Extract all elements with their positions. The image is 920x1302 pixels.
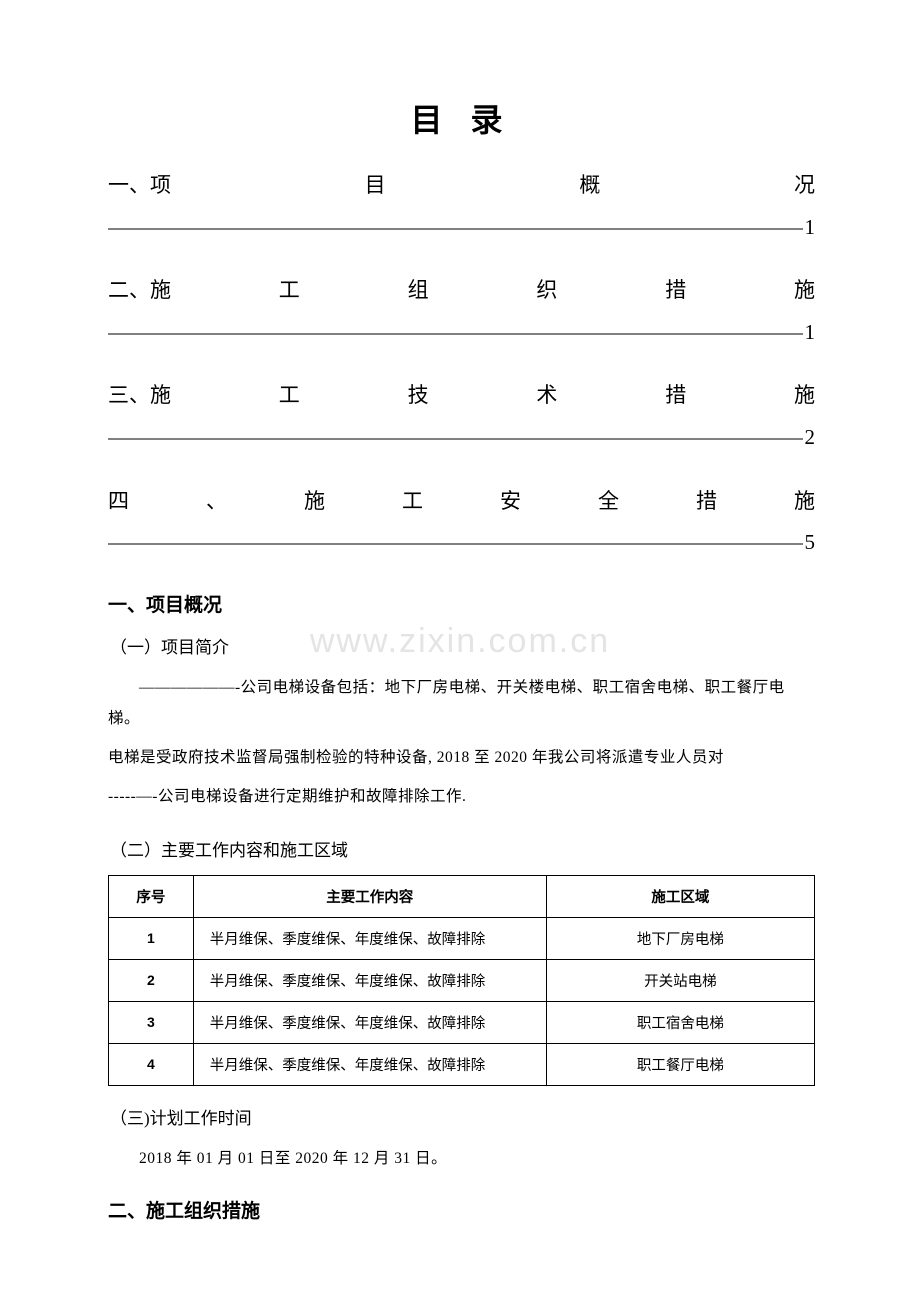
table-body: 1半月维保、季度维保、年度维保、故障排除地下厂房电梯2半月维保、季度维保、年度维…: [109, 917, 815, 1085]
table-header-cell: 主要工作内容: [193, 875, 546, 917]
toc-char: 概: [579, 169, 600, 203]
toc-char: 一、项: [108, 169, 171, 203]
table-cell-content: 半月维保、季度维保、年度维保、故障排除: [193, 1001, 546, 1043]
table-row: 2半月维保、季度维保、年度维保、故障排除开关站电梯: [109, 959, 815, 1001]
toc-char: 工: [402, 485, 423, 519]
toc-char: 施: [304, 485, 325, 519]
table-cell-seq: 2: [109, 959, 194, 1001]
toc-char: 组: [408, 274, 429, 308]
work-content-table: 序号 主要工作内容 施工区域 1半月维保、季度维保、年度维保、故障排除地下厂房电…: [108, 875, 815, 1086]
table-cell-seq: 3: [109, 1001, 194, 1043]
toc-char: 措: [696, 485, 717, 519]
toc-char: 工: [279, 379, 300, 413]
toc-page-number: 5: [805, 526, 816, 560]
table-row: 1半月维保、季度维保、年度维保、故障排除地下厂房电梯: [109, 917, 815, 959]
toc-char: 措: [665, 274, 686, 308]
toc-dashes: ————————————————————————————————————————…: [108, 421, 803, 455]
toc-char: 施: [794, 485, 815, 519]
toc-text-row: 四 、 施 工 安 全 措 施: [108, 485, 815, 519]
paragraph-text: 2018 年 01 月 01 日至 2020 年 12 月 31 日。: [108, 1143, 815, 1174]
toc-char: 二、施: [108, 274, 171, 308]
table-cell-area: 地下厂房电梯: [546, 917, 814, 959]
toc-dash-row: ————————————————————————————————————————…: [108, 421, 815, 455]
toc-page-number: 1: [805, 211, 816, 245]
table-row: 3半月维保、季度维保、年度维保、故障排除职工宿舍电梯: [109, 1001, 815, 1043]
table-row: 4半月维保、季度维保、年度维保、故障排除职工餐厅电梯: [109, 1043, 815, 1085]
paragraph-text: ——————-公司电梯设备包括：地下厂房电梯、开关楼电梯、职工宿舍电梯、职工餐厅…: [108, 672, 815, 734]
toc-char: 况: [794, 169, 815, 203]
section-2-heading: 二、施工组织措施: [108, 1196, 815, 1223]
sub-heading-1-1: （一）项目简介: [110, 633, 815, 658]
page-content: 目 录 一、项 目 概 况 ——————————————————————————————…: [108, 95, 815, 1223]
toc-item: 一、项 目 概 况 ——————————————————————————————————…: [108, 169, 815, 244]
sub-heading-1-2: （二）主要工作内容和施工区域: [110, 836, 815, 861]
toc-title: 目 录: [108, 95, 815, 141]
toc-page-number: 1: [805, 316, 816, 350]
toc-char: 安: [500, 485, 521, 519]
toc-char: 术: [536, 379, 557, 413]
toc-page-number: 2: [805, 421, 816, 455]
toc-dash-row: ————————————————————————————————————————…: [108, 211, 815, 245]
sub-heading-1-3: （三)计划工作时间: [110, 1104, 815, 1129]
toc-char: 技: [408, 379, 429, 413]
toc-item: 二、施 工 组 织 措 施 ————————————————————————————————…: [108, 274, 815, 349]
toc-char: 三、施: [108, 379, 171, 413]
table-header-cell: 施工区域: [546, 875, 814, 917]
paragraph-text: 电梯是受政府技术监督局强制检验的特种设备, 2018 至 2020 年我公司将派…: [108, 742, 815, 773]
toc-item: 四 、 施 工 安 全 措 施 ————————————————————————————————…: [108, 485, 815, 560]
toc-dashes: ————————————————————————————————————————…: [108, 526, 803, 560]
table-header-cell: 序号: [109, 875, 194, 917]
toc-char: 目: [365, 169, 386, 203]
toc-char: 施: [794, 379, 815, 413]
toc-text-row: 二、施 工 组 织 措 施: [108, 274, 815, 308]
toc-char: 四: [108, 485, 129, 519]
table-cell-area: 职工宿舍电梯: [546, 1001, 814, 1043]
toc-item: 三、施 工 技 术 措 施 ————————————————————————————————…: [108, 379, 815, 454]
toc-dashes: ————————————————————————————————————————…: [108, 211, 803, 245]
toc-char: 工: [279, 274, 300, 308]
section-1-heading: 一、项目概况: [108, 590, 815, 617]
table-header-row: 序号 主要工作内容 施工区域: [109, 875, 815, 917]
paragraph-text: -----—-公司电梯设备进行定期维护和故障排除工作.: [108, 781, 815, 812]
toc-char: 织: [536, 274, 557, 308]
toc-text-row: 三、施 工 技 术 措 施: [108, 379, 815, 413]
table-cell-content: 半月维保、季度维保、年度维保、故障排除: [193, 1043, 546, 1085]
toc-dash-row: ————————————————————————————————————————…: [108, 316, 815, 350]
toc-dashes: ————————————————————————————————————————…: [108, 316, 803, 350]
toc-list: 一、项 目 概 况 ——————————————————————————————————…: [108, 169, 815, 560]
toc-char: 措: [665, 379, 686, 413]
table-cell-seq: 1: [109, 917, 194, 959]
table-cell-content: 半月维保、季度维保、年度维保、故障排除: [193, 959, 546, 1001]
table-cell-content: 半月维保、季度维保、年度维保、故障排除: [193, 917, 546, 959]
toc-char: 全: [598, 485, 619, 519]
table-cell-area: 开关站电梯: [546, 959, 814, 1001]
toc-dash-row: ————————————————————————————————————————…: [108, 526, 815, 560]
toc-char: 施: [794, 274, 815, 308]
table-cell-area: 职工餐厅电梯: [546, 1043, 814, 1085]
table-cell-seq: 4: [109, 1043, 194, 1085]
toc-char: 、: [206, 485, 227, 519]
toc-text-row: 一、项 目 概 况: [108, 169, 815, 203]
